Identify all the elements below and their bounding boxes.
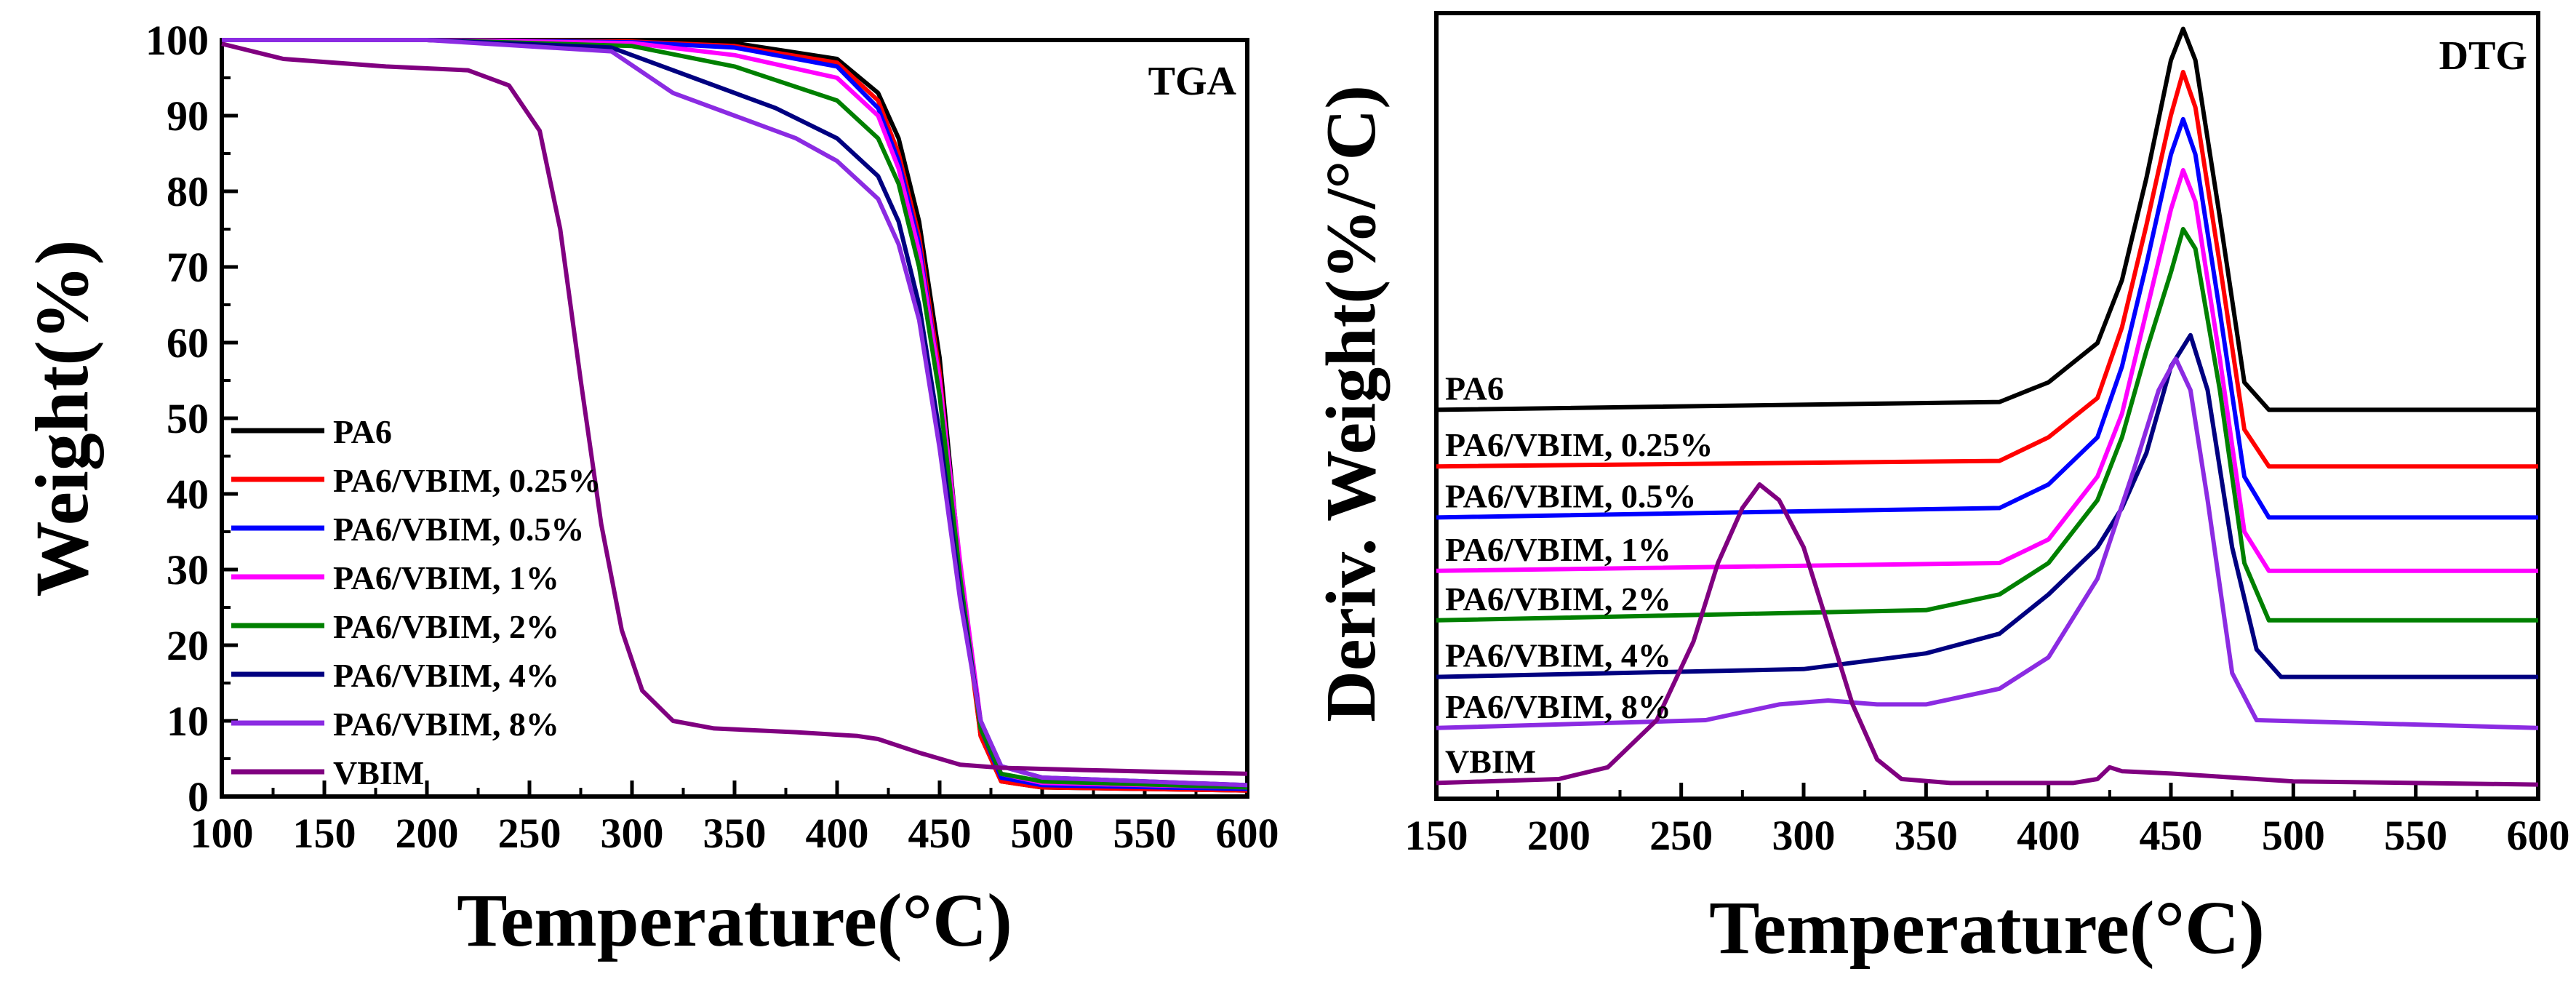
dtg-series-pa6-vbim-2: [1436, 227, 2538, 623]
tga-y-tick-label: 90: [167, 92, 209, 140]
dtg-ticks: 150 200 250 300 350 400 450 500 550 600: [1405, 783, 2570, 859]
tga-x-tick-label: 250: [498, 810, 561, 857]
tga-x-tick-label: 300: [601, 810, 664, 857]
tga-legend-label-pa6-vbim-0-5: PA6/VBIM, 0.5%: [333, 511, 584, 548]
tga-annotation: TGA: [1148, 59, 1237, 104]
dtg-label-vbim: VBIM: [1445, 743, 1536, 780]
tga-series-pa6-vbim-8: [222, 38, 1248, 788]
dtg-label-pa6-vbim-0-25: PA6/VBIM, 0.25%: [1445, 426, 1713, 463]
dtg-series-pa6-vbim-8: [1436, 356, 2539, 730]
dtg-label-pa6: PA6: [1445, 370, 1504, 407]
tga-y-tick-label: 20: [167, 622, 209, 669]
dtg-series-labels: PA6 PA6/VBIM, 0.25% PA6/VBIM, 0.5% PA6/VBIM…: [1445, 370, 1713, 780]
dtg-x-tick-label: 600: [2507, 812, 2570, 859]
tga-x-tick-label: 550: [1113, 810, 1177, 857]
tga-y-tick-label: 70: [167, 244, 209, 291]
tga-x-tick-label: 350: [703, 810, 767, 857]
dtg-x-axis-title: Temperature(°C): [1709, 886, 2265, 970]
tga-y-tick-label: 50: [167, 395, 209, 442]
dtg-x-tick-label: 300: [1772, 812, 1836, 859]
tga-y-tick-label: 0: [188, 773, 209, 821]
dtg-series-pa6-vbim-0-5: [1436, 116, 2538, 520]
dtg-series-pa6-vbim-0-25: [1436, 70, 2538, 469]
dtg-label-pa6-vbim-8: PA6/VBIM, 8%: [1445, 688, 1671, 725]
dtg-series-pa6: [1436, 26, 2538, 412]
tga-x-tick-label: 200: [396, 810, 459, 857]
tga-y-tick-label: 30: [167, 546, 209, 594]
dtg-x-tick-label: 250: [1649, 812, 1713, 859]
dtg-x-tick-label: 200: [1527, 812, 1591, 859]
tga-legend-label-pa6-vbim-8: PA6/VBIM, 8%: [333, 706, 559, 743]
tga-y-tick-label: 10: [167, 698, 209, 745]
dtg-x-tick-label: 350: [1895, 812, 1958, 859]
tga-legend-label-pa6-vbim-4: PA6/VBIM, 4%: [333, 657, 559, 694]
tga-y-tick-label: 100: [145, 17, 209, 64]
tga-y-tick-label: 80: [167, 168, 209, 215]
tga-series-vbim: [221, 41, 1248, 776]
dtg-x-tick-label: 400: [2017, 812, 2080, 859]
tga-legend-label-pa6: PA6: [333, 413, 392, 450]
tga-legend-label-pa6-vbim-2: PA6/VBIM, 2%: [333, 608, 559, 645]
tga-x-axis-title: Temperature(°C): [457, 879, 1012, 962]
dtg-label-pa6-vbim-0-5: PA6/VBIM, 0.5%: [1445, 477, 1696, 514]
tga-ticks: 100 150 200 250 300 350 400 450 500 550 600 0 10 20 30…: [145, 17, 1279, 857]
tga-x-tick-label: 400: [806, 810, 869, 857]
tga-x-tick-label: 500: [1011, 810, 1074, 857]
tga-x-tick-label: 600: [1216, 810, 1279, 857]
dtg-label-pa6-vbim-1: PA6/VBIM, 1%: [1445, 531, 1671, 568]
dtg-x-tick-label: 500: [2262, 812, 2325, 859]
dtg-label-pa6-vbim-2: PA6/VBIM, 2%: [1445, 580, 1671, 618]
dtg-series-pa6-vbim-1: [1436, 168, 2538, 573]
tga-x-tick-label: 150: [293, 810, 356, 857]
tga-y-tick-label: 60: [167, 319, 209, 367]
dtg-x-tick-label: 550: [2384, 812, 2447, 859]
tga-chart: 100 150 200 250 300 350 400 450 500 550 600 0 10 20 30…: [20, 17, 1279, 962]
tga-legend-label-pa6-vbim-0-25: PA6/VBIM, 0.25%: [333, 462, 601, 499]
tga-x-tick-label: 100: [191, 810, 254, 857]
dtg-annotation: DTG: [2439, 33, 2527, 79]
dtg-x-tick-label: 450: [2140, 812, 2203, 859]
dtg-x-tick-label: 150: [1405, 812, 1468, 859]
dtg-series-vbim: [1436, 482, 2539, 787]
tga-y-axis-title: Weight(%): [20, 239, 104, 596]
dtg-chart: 150 200 250 300 350 400 450 500 550 600 PA6 PA6/VB…: [1312, 11, 2570, 970]
tga-legend: PA6 PA6/VBIM, 0.25% PA6/VBIM, 0.5% PA6/VBIM…: [231, 413, 601, 791]
dtg-label-pa6-vbim-4: PA6/VBIM, 4%: [1445, 637, 1671, 674]
tga-y-tick-label: 40: [167, 471, 209, 518]
tga-series-group: [221, 38, 1248, 793]
tga-x-tick-label: 450: [908, 810, 972, 857]
dtg-series-pa6-vbim-4: [1436, 332, 2538, 679]
tga-legend-label-vbim: VBIM: [333, 754, 424, 791]
dtg-y-axis-title: Deriv. Weight(%/°C): [1312, 85, 1391, 722]
tga-legend-label-pa6-vbim-1: PA6/VBIM, 1%: [333, 559, 559, 596]
dtg-series-group: [1436, 26, 2539, 787]
